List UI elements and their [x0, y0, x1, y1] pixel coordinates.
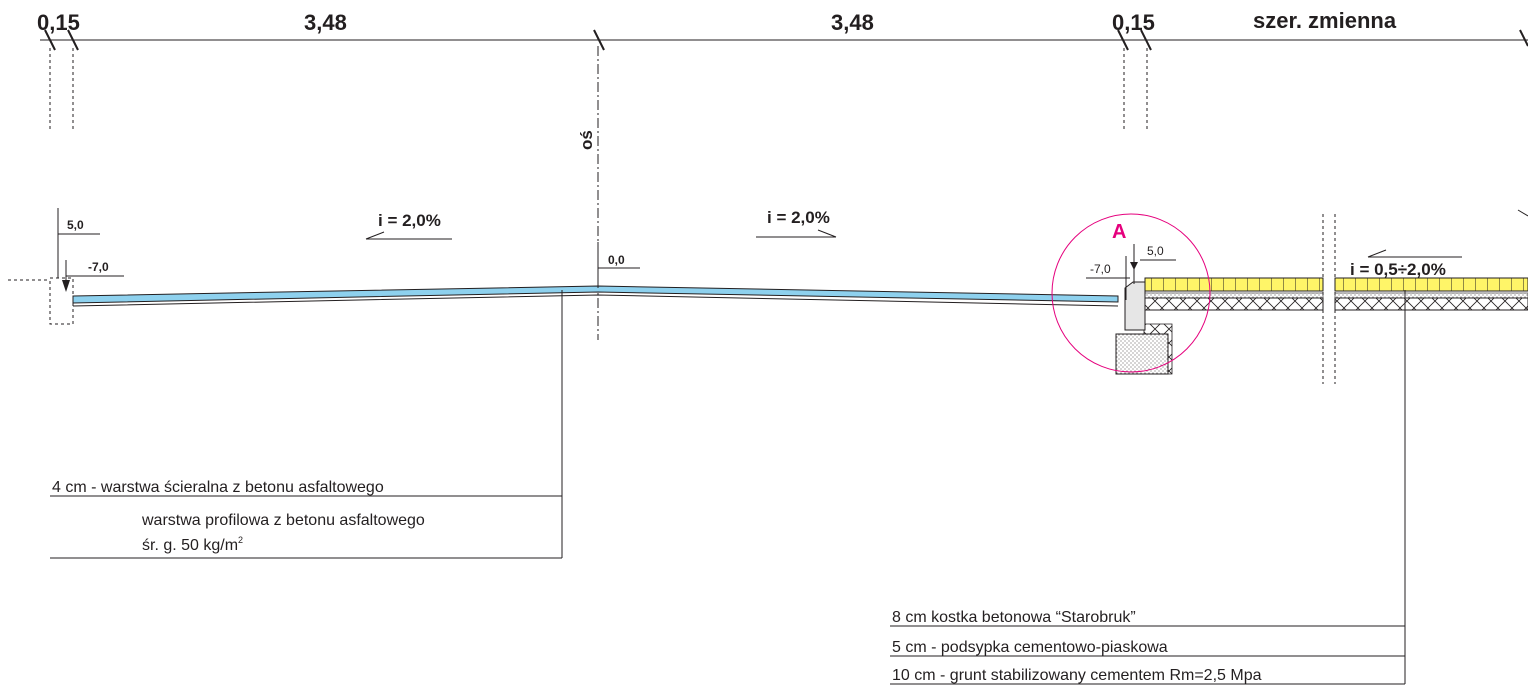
detail-circle	[1051, 213, 1211, 373]
sidewalk-layer-subbase: 10 cm - grunt stabilizowany cementem Rm=…	[892, 667, 1262, 684]
axis-label: oś	[577, 130, 596, 150]
slope-sidewalk-arrow	[1367, 249, 1462, 258]
dim-left-curb: 0,15	[37, 10, 80, 35]
slope-left-arrow	[365, 231, 452, 240]
left-edge	[8, 208, 124, 325]
dim-right-lane: 3,48	[831, 10, 874, 35]
sidewalk-layer-bedding: 5 cm - podsypka cementowo-piaskowa	[892, 639, 1168, 656]
slope-right: i = 2,0%	[767, 208, 830, 227]
level-left-bottom: -7,0	[88, 260, 109, 274]
road-layer-wearing: 4 cm - warstwa ścieralna z betonu asfalt…	[52, 479, 384, 496]
slope-sidewalk: i = 0,5÷2,0%	[1350, 260, 1446, 279]
road-layer-profile-2: śr. g. 50 kg/m2	[142, 535, 243, 554]
dim-right-curb: 0,15	[1112, 10, 1155, 35]
sidewalk-paving	[1144, 209, 1528, 384]
dim-sidewalk: szer. zmienna	[1253, 8, 1397, 33]
road-layer-callout	[50, 290, 563, 559]
slope-right-arrow	[756, 229, 837, 238]
sidewalk-layer-callout	[890, 290, 1406, 685]
slope-left: i = 2,0%	[378, 211, 441, 230]
level-axis: 0,0	[608, 253, 625, 267]
asphalt-surface	[72, 285, 1119, 307]
detail-marker: A	[1112, 221, 1126, 243]
road-layer-profile-1: warstwa profilowa z betonu asfaltowego	[141, 512, 425, 529]
sidewalk-layer-paving: 8 cm kostka betonowa “Starobruk”	[892, 609, 1136, 626]
level-detail-top: 5,0	[1147, 244, 1164, 258]
axis-level-mark	[597, 242, 640, 288]
curb-detail	[1086, 244, 1176, 375]
dimension-line	[40, 29, 1528, 132]
level-detail-bottom: -7,0	[1090, 262, 1111, 276]
dim-left-lane: 3,48	[304, 10, 347, 35]
level-left-top: 5,0	[67, 218, 84, 232]
